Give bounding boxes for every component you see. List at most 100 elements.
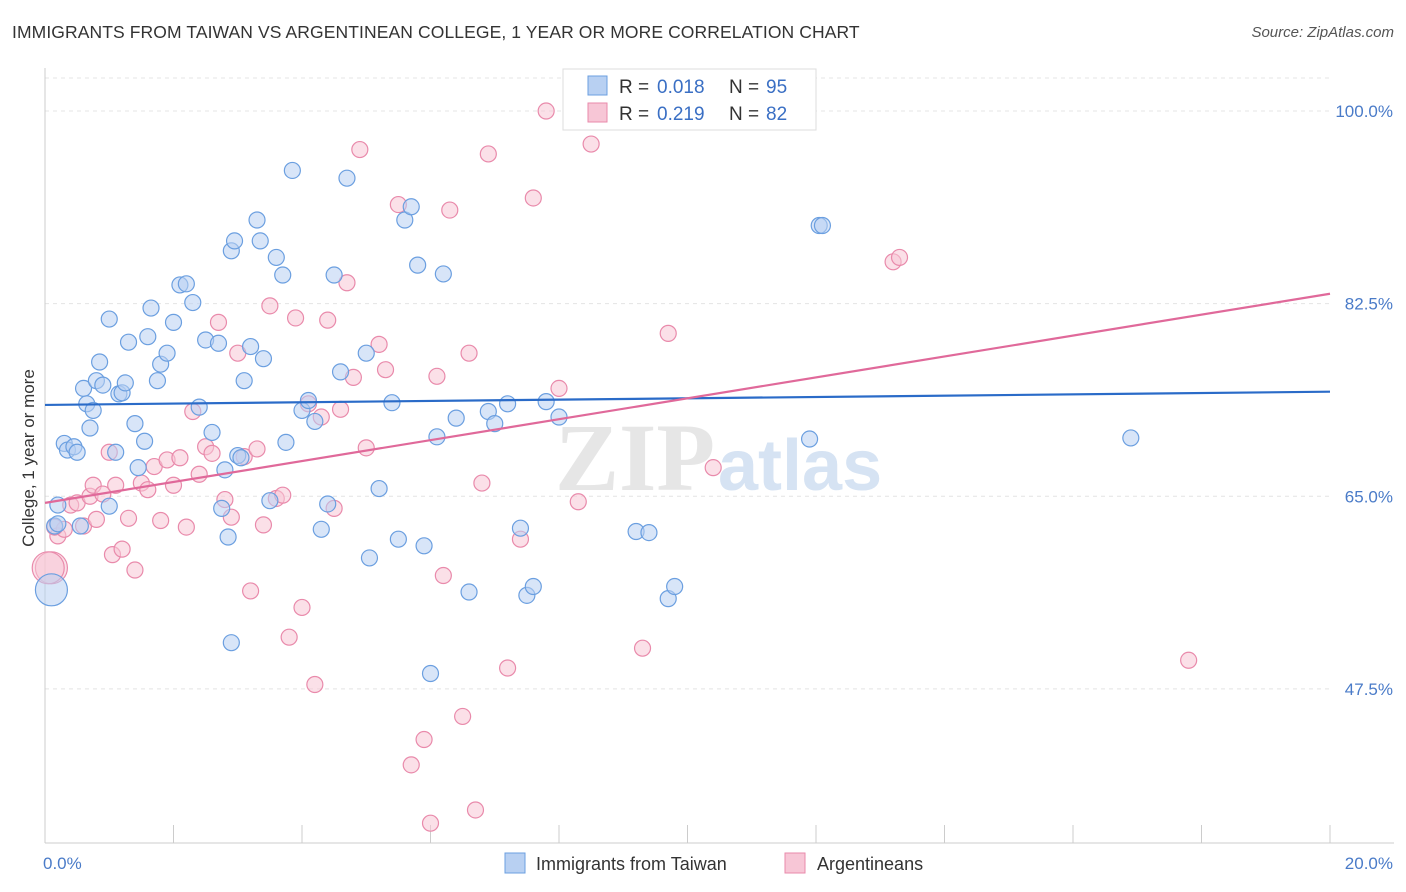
data-point <box>91 353 109 371</box>
data-point <box>126 561 144 579</box>
bottom-legend-label-argentineans: Argentineans <box>817 854 923 874</box>
data-point <box>283 161 301 180</box>
data-point <box>800 430 819 448</box>
data-point <box>94 376 112 394</box>
legend-n-value-1: 95 <box>766 77 787 98</box>
data-point <box>142 299 160 317</box>
data-point <box>49 515 67 533</box>
data-point <box>135 432 154 450</box>
data-point <box>248 211 266 229</box>
data-point <box>376 361 395 379</box>
data-point <box>640 523 658 542</box>
data-point <box>428 367 446 385</box>
data-point <box>274 266 292 284</box>
data-point <box>1180 651 1198 669</box>
data-point <box>331 400 350 418</box>
data-point <box>357 344 375 362</box>
x-tick-label-max: 20.0% <box>1345 854 1393 873</box>
data-point <box>164 313 183 331</box>
data-point <box>409 256 427 274</box>
data-point <box>486 415 504 433</box>
trend-lines <box>44 292 1331 504</box>
chart-title: IMMIGRANTS FROM TAIWAN VS ARGENTINEAN CO… <box>12 22 860 42</box>
data-point <box>129 459 147 477</box>
data-point <box>428 428 446 446</box>
data-point <box>184 293 202 312</box>
data-point <box>232 449 250 467</box>
data-point <box>113 540 131 558</box>
data-point <box>107 476 125 494</box>
data-point <box>177 518 195 536</box>
data-point <box>550 408 568 426</box>
data-point <box>441 201 459 219</box>
data-point <box>454 707 472 726</box>
data-point <box>466 801 485 819</box>
data-point <box>242 337 260 356</box>
data-point <box>293 598 311 617</box>
data-point <box>203 423 221 442</box>
axes <box>44 68 1394 844</box>
y-tick-label: 65.0% <box>1345 487 1393 506</box>
data-point <box>537 102 555 120</box>
data-point <box>421 664 440 683</box>
data-point <box>190 398 208 416</box>
y-axis-label: College, 1 year or more <box>19 369 38 547</box>
data-point <box>331 363 350 381</box>
source-label: Source: ZipAtlas.com <box>1251 24 1394 41</box>
data-point <box>242 582 260 600</box>
data-point <box>261 297 279 315</box>
legend-n-value-2: 82 <box>766 104 787 125</box>
data-point <box>569 493 587 511</box>
series-immigrants-from-taiwan <box>34 161 1140 683</box>
data-point <box>434 566 452 585</box>
data-point <box>261 492 279 510</box>
data-point <box>389 530 407 548</box>
data-point <box>890 248 909 267</box>
data-point <box>190 465 208 483</box>
data-point <box>280 628 298 646</box>
data-point <box>100 310 118 328</box>
data-point <box>447 409 465 427</box>
data-point <box>119 333 138 351</box>
data-point <box>319 495 337 513</box>
x-tick-labels: 0.0% 20.0% <box>43 854 1393 873</box>
data-point <box>524 577 542 596</box>
data-point <box>306 675 324 694</box>
bottom-legend-swatch-taiwan <box>504 852 526 874</box>
data-point <box>319 311 337 329</box>
data-point <box>119 509 138 527</box>
data-point <box>666 577 684 596</box>
watermark-atlas: atlas <box>718 426 882 506</box>
data-point <box>325 266 343 284</box>
data-point <box>248 440 266 458</box>
data-point <box>524 189 542 207</box>
data-point <box>267 248 285 267</box>
legend-r-value-2: 0.219 <box>657 104 705 125</box>
data-point <box>402 198 420 216</box>
data-point <box>286 309 305 327</box>
data-point <box>219 528 237 546</box>
correlation-legend: R = 0.018 N = 95 R = 0.219 N = 82 <box>562 68 817 131</box>
data-point <box>312 520 330 538</box>
data-point <box>351 140 369 159</box>
data-point <box>370 479 388 498</box>
data-point <box>460 344 478 362</box>
legend-n-label-2: N = <box>729 104 759 125</box>
data-point <box>1122 429 1140 447</box>
data-point <box>126 415 144 433</box>
data-point <box>299 391 318 410</box>
data-point <box>306 412 324 431</box>
data-point <box>511 519 530 537</box>
data-point <box>203 444 221 462</box>
bottom-legend-swatch-argentineans <box>784 852 806 874</box>
data-point <box>209 313 228 331</box>
data-point <box>582 135 600 153</box>
data-point <box>235 372 253 390</box>
data-point <box>251 232 269 250</box>
data-point <box>164 476 183 494</box>
data-point <box>338 274 356 292</box>
data-point <box>813 216 832 235</box>
y-tick-label: 82.5% <box>1345 295 1393 314</box>
data-point <box>460 583 478 601</box>
